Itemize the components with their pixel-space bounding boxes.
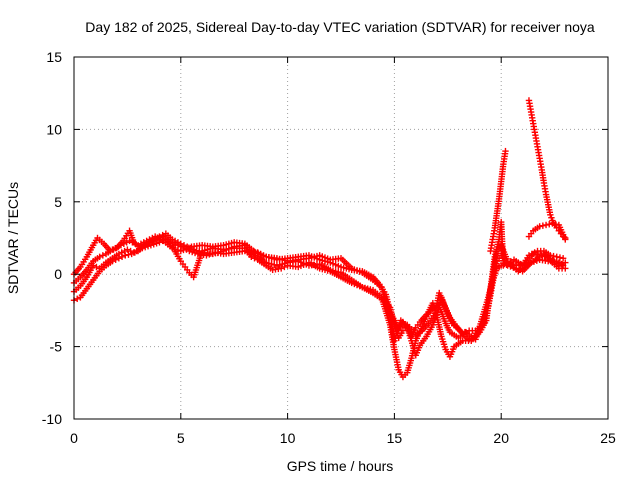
data-point-track-e <box>562 236 569 243</box>
x-axis-label: GPS time / hours <box>287 458 394 474</box>
y-tick-label: -10 <box>42 411 62 427</box>
x-tick-label: 0 <box>70 430 78 446</box>
data-point-track-c <box>188 248 196 256</box>
data-point-track-d <box>562 259 569 266</box>
x-tick-label: 25 <box>600 430 616 446</box>
data-point-track-c <box>206 251 213 258</box>
data-point-track-d <box>174 246 182 254</box>
data-point-track-e <box>549 220 556 227</box>
data-point-track-c <box>191 249 199 257</box>
y-tick-label: 0 <box>54 266 62 282</box>
data-point-track-b <box>251 255 258 262</box>
data-point-track-c <box>112 256 119 263</box>
grid-lines <box>74 57 608 419</box>
y-tick-label: 10 <box>46 121 62 137</box>
data-point-track-b <box>153 240 160 247</box>
data-point-track-d <box>96 253 103 261</box>
data-point-track-e <box>546 221 553 228</box>
data-point-spike-2 <box>547 211 554 219</box>
data-point-track-a <box>556 254 564 261</box>
x-tick-label: 15 <box>387 430 403 446</box>
data-point-track-c <box>74 295 81 303</box>
x-tick-label: 5 <box>177 430 185 446</box>
data-point-track-d <box>541 253 548 260</box>
data-point-track-e <box>542 221 550 229</box>
data-point-track-c <box>115 255 123 262</box>
data-point-track-b <box>150 241 157 248</box>
data-point-track-c <box>131 249 139 256</box>
data-point-track-b <box>277 265 285 272</box>
data-point-track-b <box>93 263 100 271</box>
data-point-track-c <box>208 250 216 257</box>
data-point-track-b <box>156 239 163 246</box>
data-point-track-e <box>539 222 547 229</box>
data-point-track-c <box>203 252 210 259</box>
data-point-spike-1 <box>502 147 509 155</box>
data-point-track-c <box>122 252 129 259</box>
data-point-track-c <box>118 253 126 261</box>
data-point-track-d <box>538 252 545 259</box>
data-point-track-c <box>128 250 135 258</box>
x-tick-label: 10 <box>280 430 296 446</box>
data-point-track-e <box>552 221 559 228</box>
data-point-track-c <box>530 258 538 265</box>
data-point-track-b <box>127 247 134 255</box>
data-point-track-d <box>558 260 566 268</box>
y-tick-label: -5 <box>50 339 63 355</box>
y-tick-label: 5 <box>54 194 62 210</box>
data-point-track-e <box>536 223 543 230</box>
data-point-track-d <box>169 244 176 252</box>
axis-ticks: 0 5 10 15 20 25 -10 -5 0 5 10 15 <box>42 49 616 446</box>
data-point-track-c <box>533 257 540 264</box>
data-point-track-c <box>109 257 116 265</box>
data-point-spike-2 <box>548 214 555 221</box>
data-point-track-d <box>99 252 107 259</box>
plot-marks <box>70 97 569 381</box>
data-point-track-b <box>147 242 155 249</box>
data-point-track-d <box>544 254 551 261</box>
plot-frame <box>73 56 609 420</box>
data-point-track-a <box>559 255 567 262</box>
x-tick-label: 20 <box>493 430 509 446</box>
data-point-track-b <box>124 246 131 253</box>
y-tick-label: 15 <box>46 49 62 65</box>
chart-title: Day 182 of 2025, Sidereal Day-to-day VTE… <box>85 19 595 35</box>
data-point-track-d <box>555 262 563 269</box>
y-axis-label: SDTVAR / TECUs <box>5 182 21 294</box>
data-point-track-c <box>125 251 132 258</box>
data-point-track-d <box>171 245 179 253</box>
